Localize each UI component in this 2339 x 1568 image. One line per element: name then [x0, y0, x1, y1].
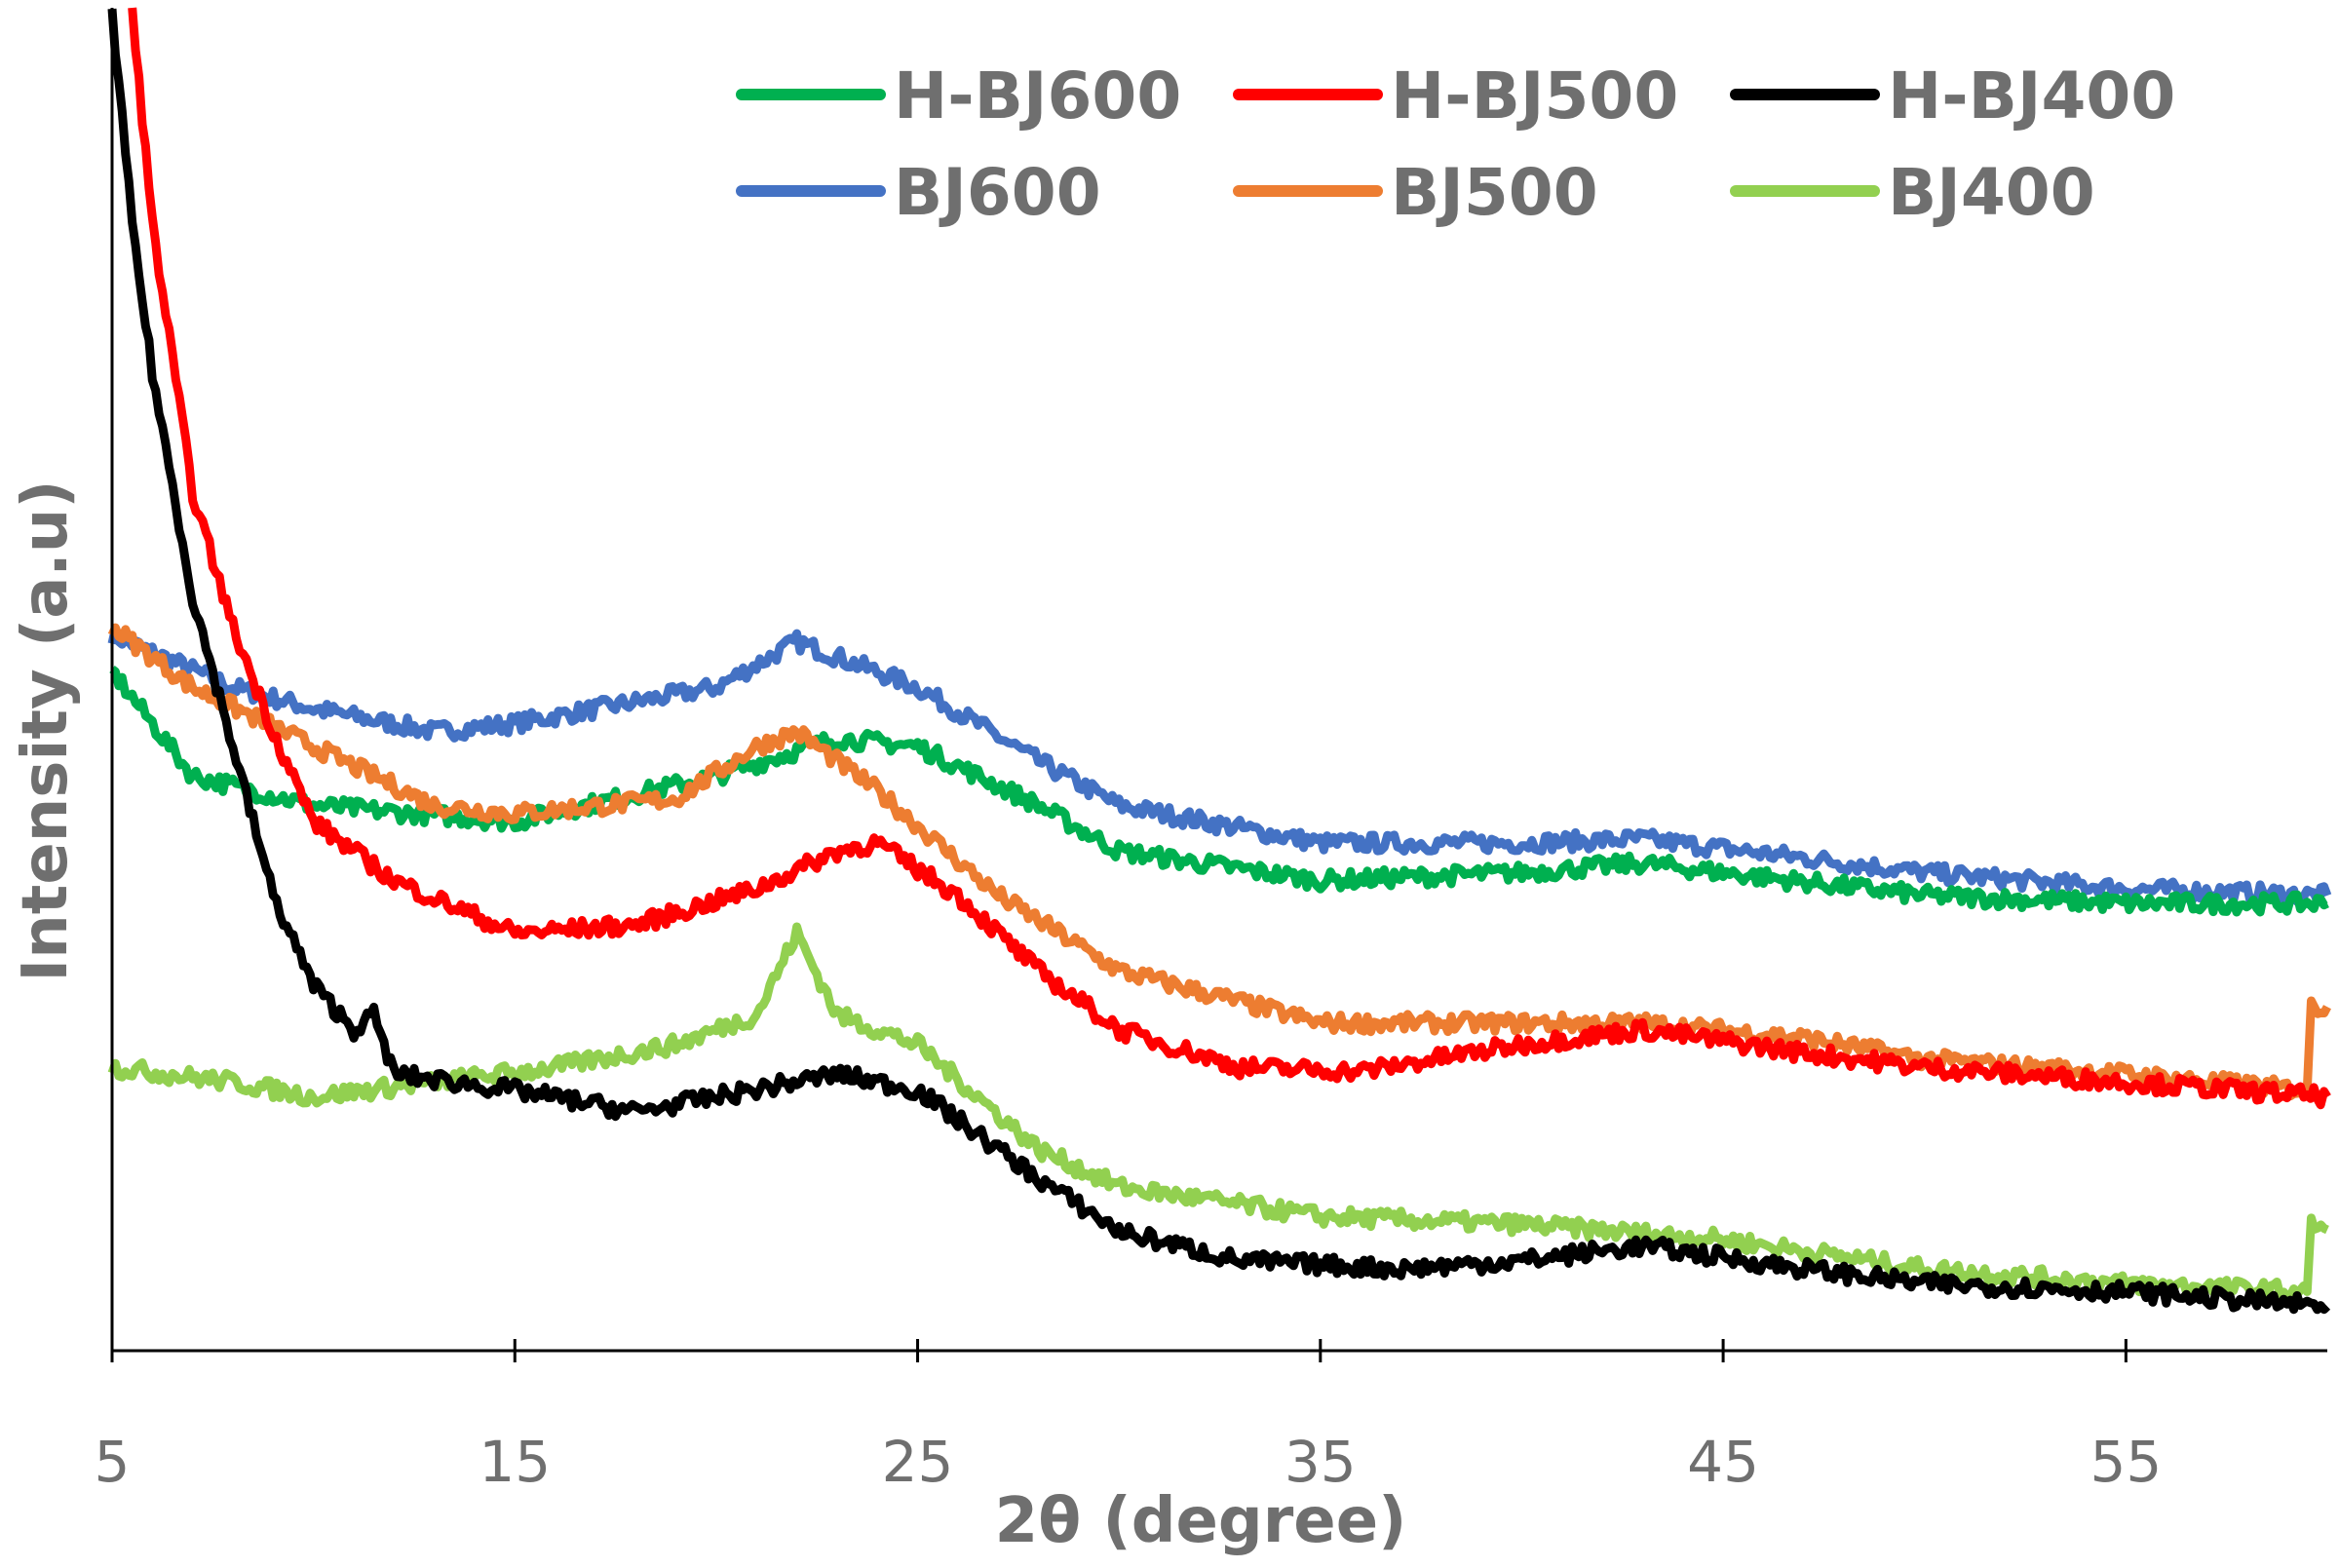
series-line-bj500	[107, 623, 2331, 1101]
x-tick-label: 55	[2090, 1429, 2162, 1495]
x-tick-label: 5	[95, 1429, 131, 1495]
x-tick-label: 25	[882, 1429, 954, 1495]
legend-label: BJ400	[1888, 155, 2095, 230]
x-tick-label: 35	[1285, 1429, 1357, 1495]
x-ticks: 5 15 25 35 45 55	[95, 1339, 2162, 1495]
series-line-bj400	[107, 922, 2329, 1303]
x-axis-title: 2θ (degree)	[995, 1485, 1407, 1557]
legend-label: H-BJ500	[1391, 58, 1678, 134]
plot-lines	[107, 7, 2332, 1315]
series-line-h-bj500	[128, 7, 2331, 1110]
legend-label: BJ600	[894, 155, 1101, 230]
series-line-bj600	[107, 625, 2332, 907]
series-line-h-bj400	[107, 8, 2331, 1315]
legend: H-BJ600 H-BJ500 H-BJ400 BJ600 BJ500 BJ400	[736, 58, 2175, 230]
x-tick-label: 45	[1687, 1429, 1759, 1495]
legend-label: BJ500	[1391, 155, 1598, 230]
y-axis-title: Intensity (a.u)	[10, 479, 82, 981]
x-tick-label: 15	[479, 1429, 551, 1495]
legend-label: H-BJ600	[894, 58, 1181, 134]
legend-label: H-BJ400	[1888, 58, 2175, 134]
